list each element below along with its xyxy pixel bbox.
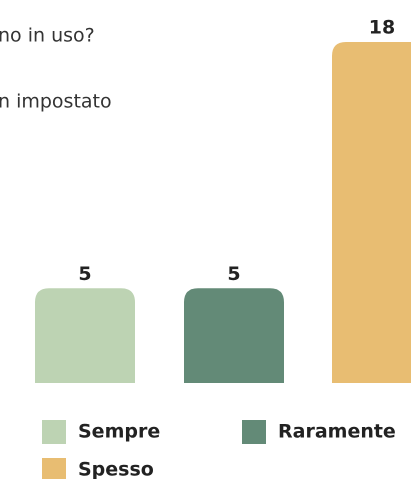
- legend-label: Raramente: [278, 421, 396, 443]
- bar: [332, 42, 411, 383]
- legend-swatch: [42, 458, 66, 479]
- value-label: 5: [78, 263, 91, 285]
- title-line: n impostato: [0, 91, 112, 113]
- legend-label: Sempre: [78, 421, 160, 443]
- legend-swatch: [42, 420, 66, 444]
- value-label: 18: [369, 17, 395, 39]
- value-label: 5: [227, 263, 240, 285]
- title-line: no in uso?: [0, 25, 95, 47]
- bar: [35, 288, 135, 383]
- legend-label: Spesso: [78, 459, 154, 479]
- bar: [184, 288, 284, 383]
- legend-swatch: [242, 420, 266, 444]
